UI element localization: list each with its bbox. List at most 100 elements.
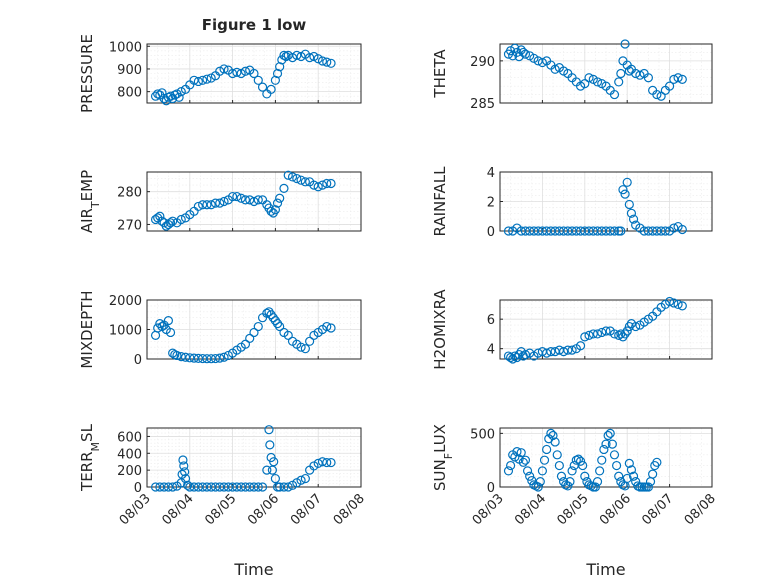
data-point — [155, 319, 165, 329]
data-point — [193, 201, 203, 212]
data-point — [240, 339, 251, 349]
data-point — [518, 457, 528, 467]
y-axis-label: MIXDEPTH — [78, 290, 96, 368]
data-point — [620, 39, 630, 49]
data-point — [179, 461, 189, 471]
data-point — [580, 79, 590, 89]
data-point — [253, 482, 263, 492]
data-point — [206, 73, 216, 83]
data-point — [607, 439, 617, 449]
y-tick-label: 600 — [117, 430, 142, 445]
data-point — [245, 333, 255, 343]
data-point — [556, 471, 567, 481]
data-point — [240, 66, 251, 76]
data-point — [603, 430, 613, 441]
data-point — [609, 329, 620, 339]
data-point — [236, 68, 246, 79]
data-point — [648, 469, 658, 479]
data-point — [305, 336, 315, 346]
data-point — [609, 89, 620, 100]
axes-panel-2: 285 290 THETA — [431, 39, 713, 112]
data-point — [165, 327, 176, 338]
data-point — [313, 54, 323, 64]
data-point — [219, 196, 229, 207]
data-point — [503, 466, 514, 476]
data-point — [522, 466, 533, 476]
data-point — [535, 477, 545, 487]
data-point — [153, 89, 163, 99]
data-point — [232, 191, 242, 202]
data-point — [228, 191, 238, 202]
y-tick-label: 1000 — [109, 324, 142, 339]
data-point — [614, 77, 624, 87]
data-point — [664, 296, 675, 307]
data-point — [588, 329, 598, 339]
y-tick-label: 270 — [117, 218, 142, 233]
data-point — [272, 319, 283, 329]
data-point — [520, 49, 531, 59]
data-point — [628, 471, 639, 481]
data-point — [305, 53, 315, 63]
data-point — [580, 471, 590, 481]
y-tick-label: 400 — [117, 447, 142, 462]
axes-frame — [146, 171, 362, 232]
data-point — [313, 182, 323, 192]
data-point — [232, 67, 242, 77]
axes-frame — [499, 427, 713, 488]
data-point — [590, 482, 601, 492]
x-axis-label: Time — [233, 560, 273, 579]
data-point — [628, 214, 639, 224]
data-point — [253, 75, 263, 85]
data-point — [265, 440, 275, 450]
data-point — [165, 91, 176, 101]
data-point — [176, 87, 186, 97]
data-point — [210, 353, 221, 364]
y-axis-label: TERRMSL — [78, 423, 102, 492]
data-point — [542, 348, 552, 358]
data-point — [326, 323, 336, 333]
data-point — [253, 321, 263, 332]
data-point — [172, 350, 182, 361]
data-point — [296, 342, 306, 352]
y-axis-label: THETA — [431, 49, 449, 99]
axes-panel-4: 0 2 4 RAINFALL — [431, 166, 713, 240]
data-point — [620, 329, 630, 339]
data-point — [292, 50, 302, 60]
data-point — [673, 73, 683, 83]
data-point — [616, 226, 626, 236]
data-point — [597, 327, 607, 338]
data-point — [198, 75, 208, 85]
data-point — [578, 460, 588, 471]
data-point — [635, 70, 645, 80]
data-point — [267, 465, 278, 475]
data-point — [677, 74, 687, 85]
data-point — [202, 200, 212, 210]
data-point — [326, 457, 336, 468]
data-point — [537, 57, 548, 68]
data-point — [313, 458, 323, 468]
data-point — [210, 198, 221, 208]
data-point — [206, 200, 216, 210]
data-point — [584, 73, 594, 83]
data-point — [174, 92, 184, 102]
y-axis-label: AIRTEMP — [78, 170, 102, 233]
chart-title: Figure 1 low — [202, 16, 307, 34]
data-point — [262, 308, 272, 318]
data-point — [611, 460, 622, 471]
data-point — [236, 193, 246, 203]
data-point — [537, 466, 548, 476]
y-tick-label: 2000 — [109, 294, 142, 309]
y-tick-label: 800 — [117, 86, 142, 101]
data-point — [176, 352, 186, 362]
data-point — [168, 216, 178, 226]
data-point — [565, 477, 575, 487]
y-tick-label: 900 — [117, 63, 142, 78]
data-point — [268, 313, 278, 323]
data-point — [300, 344, 310, 354]
data-point — [270, 75, 280, 85]
data-point — [257, 82, 268, 92]
data-point — [266, 84, 276, 94]
y-tick-label: 0 — [134, 481, 142, 496]
y-axis-label: SUNFLUX — [431, 424, 455, 491]
data-point — [262, 465, 272, 475]
